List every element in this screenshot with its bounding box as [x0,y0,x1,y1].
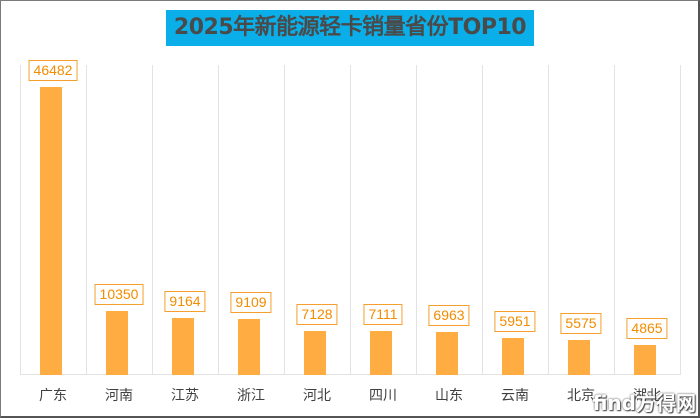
bar-group: 10350 [86,65,152,375]
gridline [680,65,681,375]
gridline [20,65,21,375]
category-label: 湖北 [633,388,661,404]
gridline [482,65,483,375]
bar-group: 5575 [548,65,614,375]
bar-group: 7111 [350,65,416,375]
data-label: 9109 [230,291,272,313]
data-label: 46482 [28,60,78,81]
bar [370,330,392,375]
bar-group: 46482 [20,60,86,375]
gridline [416,65,417,375]
bar-group: 4865 [614,65,680,375]
gridline [350,65,351,375]
data-label: 5951 [494,311,536,333]
bar [304,330,326,375]
category-label: 广东 [39,388,67,404]
category-label: 浙江 [237,388,265,404]
gridline [152,65,153,375]
bar [502,338,524,375]
watermark: find方得网 [592,391,696,415]
bar-group: 6963 [416,65,482,375]
gridline [614,65,615,375]
gridline [284,65,285,375]
category-label: 河南 [105,388,133,404]
bar [40,87,62,375]
category-label: 江苏 [171,388,199,404]
category-label: 山东 [435,388,463,404]
bar [436,331,458,375]
plot-area: 46482 10350 9164 9109 7128 7111 6963 5951 5575 48… [20,60,681,375]
gridline [548,65,549,375]
data-label: 7128 [296,303,338,325]
chart-title: 2025年新能源轻卡销量省份TOP10 [165,10,535,46]
bar [238,318,260,375]
category-label: 云南 [501,388,529,404]
category-label: 四川 [369,388,397,404]
bar-group: 7128 [284,65,350,375]
gridline [218,65,219,375]
data-label: 10350 [94,283,144,305]
data-label: 9164 [164,291,206,313]
bar [568,340,590,375]
data-label: 4865 [626,317,668,339]
category-label: 北京 [567,388,595,404]
data-label: 7111 [363,303,403,325]
bar [172,318,194,375]
category-label: 河北 [303,388,331,404]
gridline [86,65,87,375]
bar [634,344,656,375]
bar-group: 9164 [152,65,218,375]
bar-group: 5951 [482,65,548,375]
bar-group: 9109 [218,65,284,375]
bar [106,310,128,375]
data-label: 6963 [428,304,470,326]
data-label: 5575 [560,313,602,335]
